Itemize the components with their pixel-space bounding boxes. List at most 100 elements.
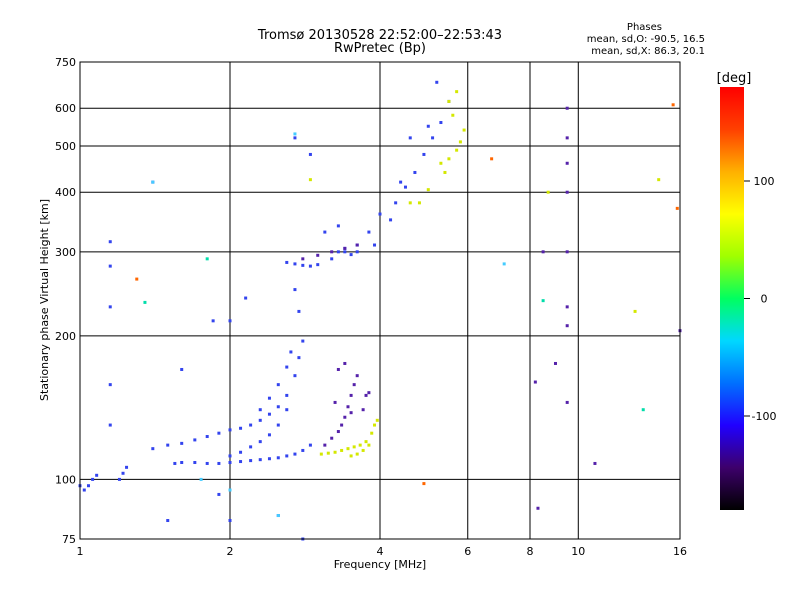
data-point — [293, 136, 297, 140]
data-point — [565, 136, 569, 140]
data-point — [408, 136, 412, 140]
data-point — [336, 250, 340, 254]
phase-stats-header: Phases — [626, 22, 662, 33]
data-point — [125, 465, 129, 469]
data-point — [244, 296, 248, 300]
data-point — [352, 383, 356, 387]
data-point — [249, 459, 253, 463]
data-point — [267, 433, 271, 437]
data-point — [364, 393, 368, 397]
data-point — [403, 185, 407, 189]
data-point — [323, 443, 327, 447]
chart-subtitle: RwPretec (Bp) — [333, 41, 427, 56]
data-point — [297, 309, 301, 313]
data-point — [228, 428, 232, 432]
data-point — [121, 471, 125, 475]
data-point — [358, 443, 362, 447]
data-point — [180, 441, 184, 445]
data-point — [108, 383, 112, 387]
data-point — [239, 450, 243, 454]
data-point — [565, 305, 569, 309]
data-point — [565, 161, 569, 165]
data-point — [346, 405, 350, 409]
data-point — [180, 367, 184, 371]
data-point — [333, 450, 337, 454]
axis-ticks: 1 2 4 6 8 10 16 75 100 200 300 400 500 600 750 — [55, 56, 687, 558]
data-point — [546, 190, 550, 194]
y-tick-label: 600 — [55, 102, 76, 115]
data-point — [166, 519, 170, 523]
data-point — [108, 240, 112, 244]
data-point — [228, 488, 232, 492]
data-point — [431, 136, 435, 140]
data-point — [657, 178, 661, 182]
data-point — [228, 461, 232, 465]
data-point — [389, 218, 393, 222]
data-point — [301, 448, 305, 452]
data-point — [211, 319, 215, 323]
data-point — [349, 411, 353, 415]
data-point — [276, 383, 280, 387]
data-point — [458, 140, 462, 144]
data-point — [301, 263, 305, 267]
data-point — [293, 262, 297, 266]
data-point — [343, 250, 347, 254]
data-point — [367, 230, 371, 234]
data-point — [533, 380, 537, 384]
data-point — [217, 461, 221, 465]
data-point — [276, 405, 280, 409]
y-tick-label: 500 — [55, 140, 76, 153]
data-point — [565, 106, 569, 110]
data-point — [565, 324, 569, 328]
data-point — [308, 443, 312, 447]
data-point — [455, 148, 459, 152]
y-axis-label: Stationary phase Virtual Height [km] — [38, 199, 51, 401]
data-point — [180, 461, 184, 465]
data-point — [285, 260, 289, 264]
data-point — [239, 426, 243, 430]
data-point — [340, 423, 344, 427]
data-point — [308, 178, 312, 182]
data-point — [336, 430, 340, 434]
data-point — [375, 418, 379, 422]
data-point — [293, 374, 297, 378]
data-point — [258, 458, 262, 462]
data-point — [249, 445, 253, 449]
chart-title: Tromsø 20130528 22:52:00–22:53:43 — [257, 28, 503, 43]
x-tick-label: 4 — [377, 545, 384, 558]
data-point — [349, 393, 353, 397]
data-point — [417, 201, 421, 205]
data-point — [370, 431, 374, 435]
data-point — [108, 305, 112, 309]
data-point — [346, 447, 350, 451]
data-point — [249, 423, 253, 427]
data-point — [205, 257, 209, 261]
colorbar-label: [deg] — [717, 71, 752, 86]
data-point — [199, 477, 203, 481]
y-tick-label: 750 — [55, 56, 76, 69]
data-point — [330, 436, 334, 440]
data-point — [439, 121, 443, 125]
data-point — [173, 461, 177, 465]
data-point — [671, 103, 675, 107]
data-point — [326, 451, 330, 455]
data-point — [355, 374, 359, 378]
data-point — [490, 157, 494, 161]
data-point — [316, 253, 320, 257]
data-point — [86, 484, 90, 488]
data-point — [205, 461, 209, 465]
data-point — [276, 456, 280, 460]
data-point — [293, 288, 297, 292]
data-point — [267, 396, 271, 400]
data-point — [108, 423, 112, 427]
data-point — [228, 519, 232, 523]
colorbar-tick-label: 0 — [761, 293, 768, 306]
colorbar — [720, 87, 744, 510]
data-point — [336, 224, 340, 228]
x-tick-label: 10 — [571, 545, 585, 558]
data-point — [343, 415, 347, 419]
data-point — [553, 361, 557, 365]
data-point — [267, 457, 271, 461]
data-point — [355, 250, 359, 254]
y-tick-label: 75 — [62, 533, 76, 546]
